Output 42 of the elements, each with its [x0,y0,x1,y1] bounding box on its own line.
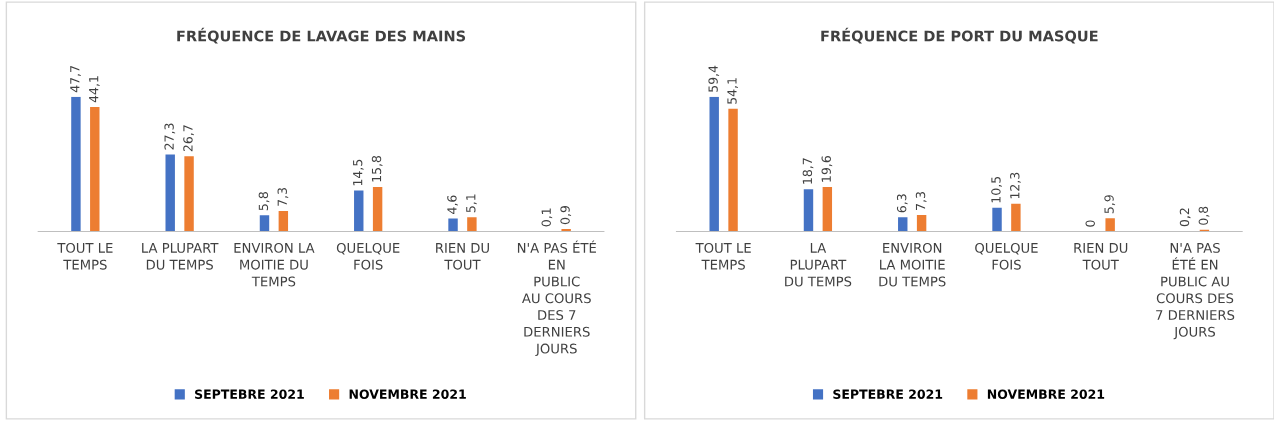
data-label: 15,8 [371,155,383,182]
legend-label: NOVEMBRE 2021 [349,389,466,399]
x-tick-label: LA PLUPART DU TEMPS [785,243,852,287]
data-label: 5,8 [258,192,270,211]
x-tick-label: RIEN DU TOUT [436,243,489,270]
legend-label: SEPTEBRE 2021 [195,389,304,399]
data-label: 59,4 [708,65,720,92]
data-label: 44,1 [89,76,100,103]
data-label: 0 [1085,220,1095,227]
data-label: 47,7 [70,66,81,93]
data-label: 14,5 [353,159,364,186]
data-label: 5,1 [466,194,477,213]
x-tick-label: RIEN DU TOUT [1074,243,1128,270]
data-label: 19,6 [821,156,833,182]
data-label: 4,6 [447,195,458,214]
data-label: 0,1 [541,208,553,227]
data-label: 54,1 [727,78,738,104]
data-label: 7,3 [915,192,927,210]
data-label: 12,3 [1010,172,1021,199]
x-tick-label: LA PLUPART DU TEMPS [142,243,219,270]
data-label: 0,9 [560,205,572,225]
data-label: 5,9 [1104,195,1116,214]
x-tick-label: TOUT LE TEMPS [57,242,113,270]
data-label: 0,2 [1179,208,1191,227]
data-label: 0,8 [1198,206,1210,225]
data-label: 7,3 [277,188,289,206]
x-tick-label: N'A PAS ÉTÉ EN PUBLIC AU COURS DES 7 DERNIERS JOURS [1156,242,1235,340]
data-label: 18,7 [802,158,814,184]
x-tick-label: ENVIRON LA MOITIE DU TEMPS [234,242,315,287]
x-tick-label: QUELQUE FOIS [336,242,400,270]
legend-label: NOVEMBRE 2021 [987,389,1105,399]
x-tick-label: TOUT LE TEMPS [695,242,751,270]
legend-label: SEPTEBRE 2021 [833,389,943,399]
chart-title: FRÉQUENCE DE PORT DU MASQUE [821,27,1098,44]
data-label: 10,5 [991,176,1002,203]
data-label: 26,7 [183,125,194,152]
x-tick-label: N'A PAS ÉTÉ EN PUBLIC AU COURS DES 7 DERNIERS JOURS [517,240,596,357]
data-label: 27,3 [164,123,176,150]
x-tick-label: QUELQUE FOIS [975,242,1038,270]
chart-title: FRÉQUENCE DE LAVAGE DES MAINS [177,27,466,44]
data-label: 6,3 [896,194,908,213]
x-tick-label: ENVIRON LA MOITIE DU TEMPS [879,242,946,287]
